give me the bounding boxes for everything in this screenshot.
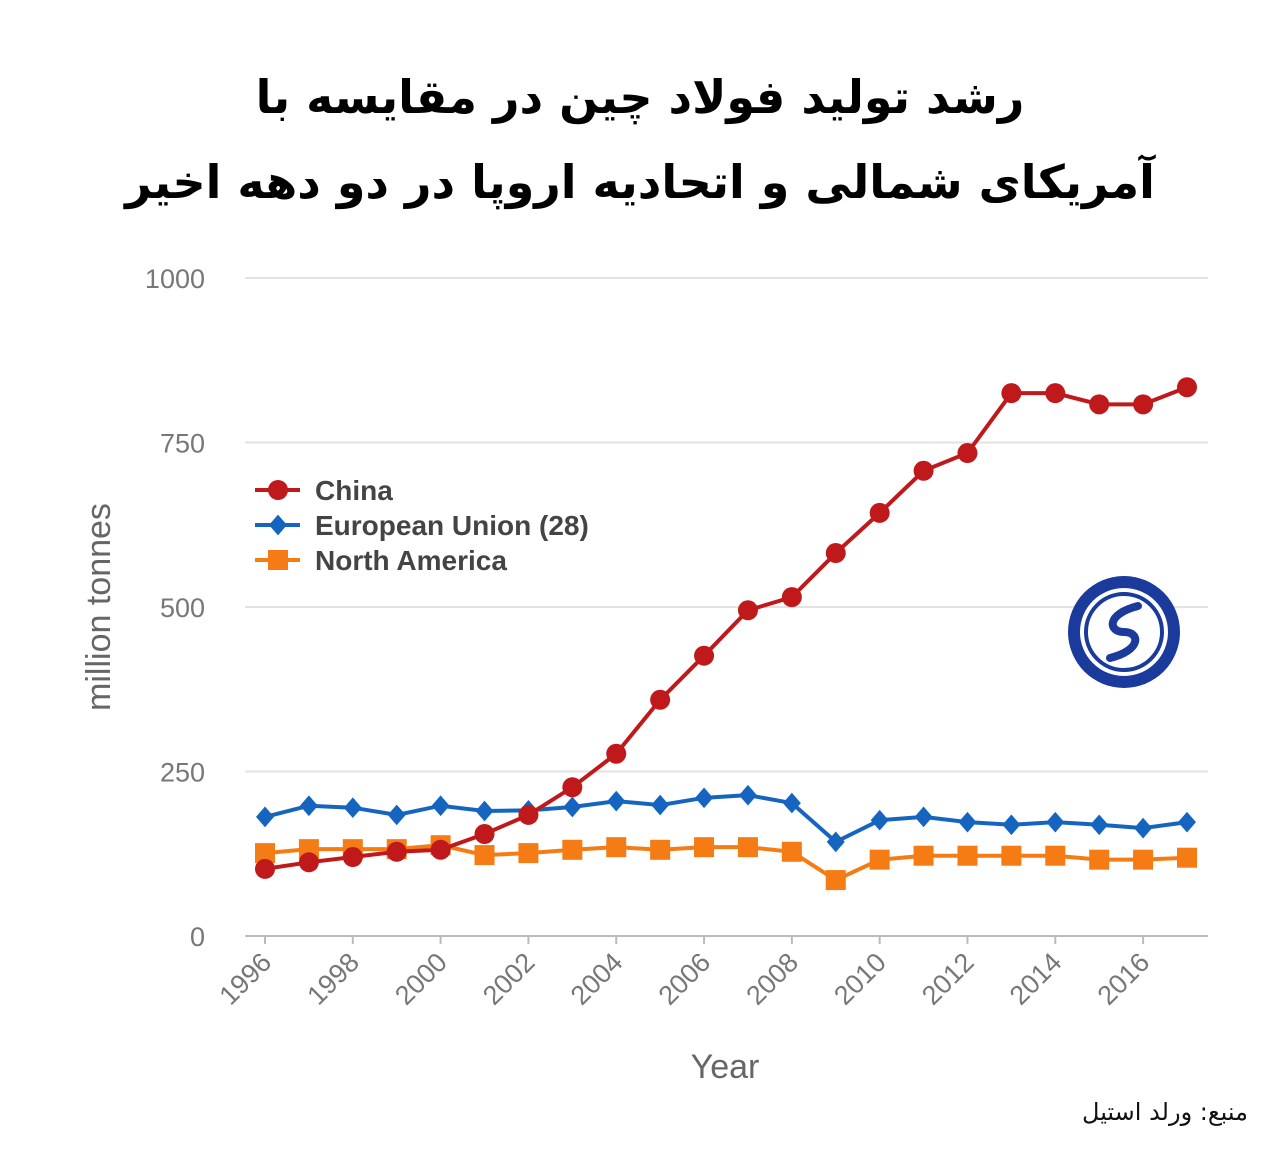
data-point (1001, 383, 1022, 404)
series-line (264, 385, 1188, 871)
data-point (255, 858, 275, 879)
y-tick-label: 250 (160, 758, 205, 788)
data-point (1002, 814, 1021, 836)
x-tick-label: 2004 (565, 947, 629, 1011)
data-point (474, 824, 495, 845)
data-point (607, 790, 626, 812)
data-point (957, 443, 978, 464)
data-point (694, 837, 715, 858)
chart-title-line-1: رشد تولید فولاد چین در مقایسه با (255, 70, 1025, 124)
legend-label: China (315, 475, 393, 506)
data-point (269, 514, 287, 536)
data-point (737, 600, 758, 621)
data-point (825, 870, 846, 891)
data-point (957, 845, 978, 866)
data-point (914, 806, 933, 828)
data-point (1178, 811, 1196, 833)
data-point (913, 460, 934, 481)
y-tick-label: 1000 (145, 264, 205, 294)
data-point (695, 787, 714, 809)
data-point (958, 811, 977, 833)
data-point (1001, 845, 1022, 866)
data-point (1133, 394, 1154, 415)
data-point (1045, 845, 1066, 866)
data-point (913, 845, 934, 866)
data-point (738, 784, 757, 806)
source-note: منبع: ورلد استیل (1082, 1098, 1248, 1126)
data-point (694, 645, 715, 666)
x-tick-label: 2002 (477, 947, 541, 1011)
y-tick-label: 500 (160, 593, 205, 623)
legend-item: European Union (28) (255, 510, 589, 541)
data-point (781, 587, 802, 608)
data-point (298, 852, 319, 873)
data-point (826, 831, 845, 853)
y-axis-label: million tonnes (80, 503, 118, 711)
data-point (650, 839, 671, 860)
data-point (475, 800, 494, 822)
data-point (781, 841, 802, 862)
data-point (431, 795, 450, 817)
data-point (299, 795, 318, 817)
legend-item: North America (255, 545, 507, 576)
data-point (1090, 814, 1109, 836)
data-point (268, 550, 288, 570)
data-point (1177, 847, 1197, 868)
x-tick-label: 2012 (916, 947, 980, 1011)
chart-title-line-2: آمریکای شمالی و اتحادیه اروپا در دو دهه … (125, 155, 1155, 209)
data-point (343, 797, 362, 819)
legend-label: European Union (28) (315, 510, 589, 541)
data-point (650, 689, 671, 710)
data-point (430, 839, 451, 860)
y-tick-label: 750 (160, 429, 205, 459)
y-tick-label: 0 (190, 922, 205, 952)
data-point (563, 796, 582, 818)
series-line (264, 843, 1188, 883)
data-point (255, 843, 275, 864)
data-point (562, 839, 583, 860)
data-point (1177, 377, 1197, 398)
series-china (255, 377, 1197, 879)
data-point (1133, 849, 1154, 870)
x-tick-label: 2010 (828, 947, 892, 1011)
x-tick-label: 2008 (740, 947, 804, 1011)
data-point (869, 849, 890, 870)
data-point (1046, 811, 1065, 833)
x-tick-label: 1998 (301, 947, 365, 1011)
data-point (825, 543, 846, 564)
x-axis-label: Year (691, 1048, 760, 1086)
x-tick-label: 2014 (1004, 947, 1068, 1011)
data-point (518, 804, 539, 825)
x-tick-label: 2000 (389, 947, 453, 1011)
logo-icon (1068, 576, 1180, 688)
x-tick-label: 2016 (1092, 947, 1156, 1011)
data-point (782, 792, 801, 814)
series-line (264, 793, 1188, 845)
data-point (869, 502, 890, 523)
data-point (268, 480, 288, 500)
data-point (518, 843, 539, 864)
data-point (562, 777, 583, 798)
data-point (387, 804, 406, 826)
series-european-union-28- (256, 784, 1196, 853)
data-point (342, 847, 363, 868)
data-point (606, 743, 627, 764)
data-point (1045, 383, 1066, 404)
data-point (1134, 817, 1153, 839)
x-tick-label: 1996 (214, 947, 278, 1011)
data-point (386, 841, 407, 862)
data-point (1089, 394, 1110, 415)
legend-item: China (255, 475, 393, 506)
data-point (606, 837, 627, 858)
data-point (737, 837, 758, 858)
data-point (870, 809, 889, 831)
data-point (474, 845, 495, 866)
legend-label: North America (315, 545, 507, 576)
data-point (256, 806, 274, 828)
data-point (1089, 849, 1110, 870)
x-tick-label: 2006 (653, 947, 717, 1011)
data-point (651, 794, 670, 816)
